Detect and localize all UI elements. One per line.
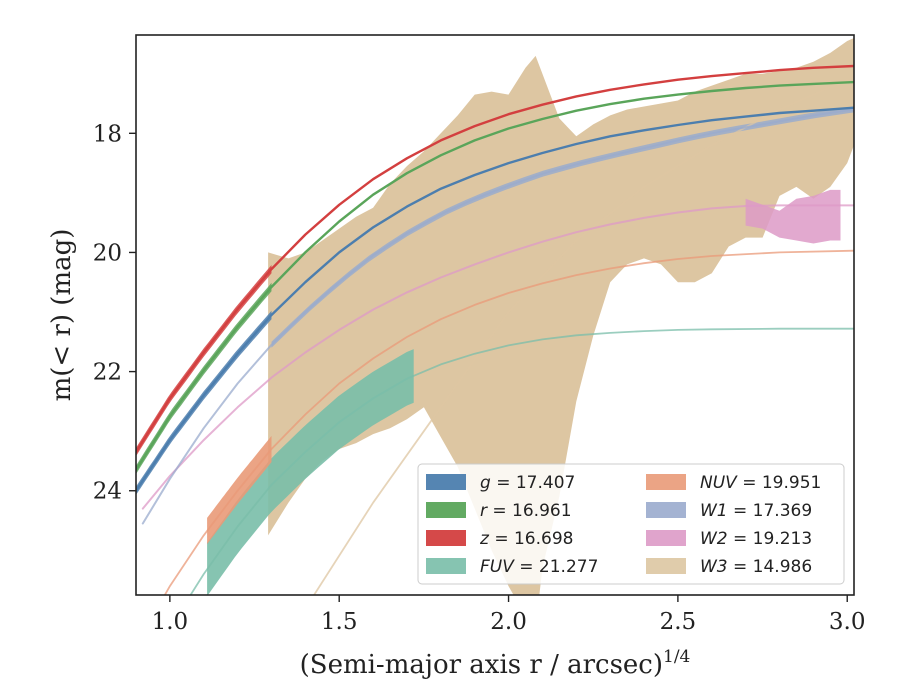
legend-var: W2 <box>700 529 728 549</box>
legend-item-r: r = 16.961 <box>426 501 572 521</box>
legend-value: = 17.369 <box>728 501 813 521</box>
legend-var: NUV <box>700 473 738 493</box>
legend-value: = 19.951 <box>737 473 822 493</box>
legend-value: = 16.698 <box>489 529 574 549</box>
band-r <box>136 282 272 475</box>
y-tick-label: 18 <box>93 121 122 147</box>
y-tick-label: 24 <box>93 479 122 505</box>
legend-item-w2: W2 = 19.213 <box>646 529 812 549</box>
legend-item-w1: W1 = 17.369 <box>646 501 812 521</box>
series-line-r <box>136 80 854 472</box>
x-tick-label: 1.5 <box>321 609 358 635</box>
legend-var: W1 <box>700 501 728 521</box>
x-tick-label: 1.0 <box>152 609 189 635</box>
y-axis-label: m(< r) (mag) <box>47 229 77 402</box>
legend-value: = 19.213 <box>728 529 813 549</box>
series-line-w2 <box>141 204 854 510</box>
legend-value: = 17.407 <box>491 473 576 493</box>
legend-item-g: g = 17.407 <box>426 473 575 493</box>
x-tick-label: 2.5 <box>660 609 697 635</box>
x-axis: 1.0 1.5 2.0 2.5 3.0 <box>152 595 866 635</box>
legend-var: g <box>480 473 491 493</box>
x-tick-label: 3.0 <box>829 609 866 635</box>
legend-swatch <box>646 530 686 546</box>
legend-label: g = 17.407 <box>480 473 575 493</box>
legend-label: z = 16.698 <box>479 529 573 549</box>
legend-label: W3 = 14.986 <box>700 557 812 577</box>
legend-swatch <box>646 502 686 518</box>
legend-label: NUV = 19.951 <box>700 473 821 493</box>
legend-swatch <box>426 558 466 574</box>
legend-item-nuv: NUV = 19.951 <box>646 473 821 493</box>
series-line-nuv <box>163 249 854 595</box>
x-axis-label: (Semi-major axis r / arcsec)1/4 <box>300 647 691 680</box>
uncertainty-bands <box>136 38 854 595</box>
legend-value: = 16.961 <box>487 501 572 521</box>
legend-swatch <box>426 474 466 490</box>
series-lines <box>136 64 854 595</box>
y-tick-label: 22 <box>93 360 122 386</box>
x-axis-label-main: (Semi-major axis r / arcsec) <box>300 650 663 680</box>
legend-value: = 21.277 <box>514 557 599 577</box>
legend-swatch <box>646 474 686 490</box>
legend-var: FUV <box>480 557 515 577</box>
legend-item-z: z = 16.698 <box>426 529 573 549</box>
band-z <box>136 265 272 457</box>
band-g <box>136 310 272 495</box>
legend-label: W2 = 19.213 <box>700 529 812 549</box>
y-axis: 18 20 22 24 <box>93 121 136 505</box>
legend-var: z <box>479 529 490 549</box>
series-line-fuv <box>189 327 854 595</box>
band-w2 <box>745 189 841 244</box>
x-tick-label: 2.0 <box>490 609 527 635</box>
plot-frame <box>135 34 855 596</box>
y-tick-label: 20 <box>93 240 122 266</box>
x-axis-label-exponent: 1/4 <box>663 647 690 667</box>
legend-var: r <box>480 501 488 521</box>
legend-label: r = 16.961 <box>480 501 572 521</box>
legend-swatch <box>646 558 686 574</box>
legend-var: W3 <box>700 557 728 577</box>
legend-swatch <box>426 530 466 546</box>
band-fuv <box>207 349 414 595</box>
legend-item-w3: W3 = 14.986 <box>646 557 812 577</box>
band-w3 <box>268 38 854 595</box>
legend-label: W1 = 17.369 <box>700 501 812 521</box>
legend-value: = 14.986 <box>728 557 813 577</box>
legend-swatch <box>426 502 466 518</box>
series-line-z <box>136 64 854 454</box>
series-line-w1 <box>141 108 854 525</box>
legend-item-fuv: FUV = 21.277 <box>426 557 598 577</box>
legend-box <box>417 463 845 585</box>
series-line-w3 <box>312 78 849 595</box>
series-line-g <box>136 106 854 492</box>
legend-label: FUV = 21.277 <box>480 557 598 577</box>
